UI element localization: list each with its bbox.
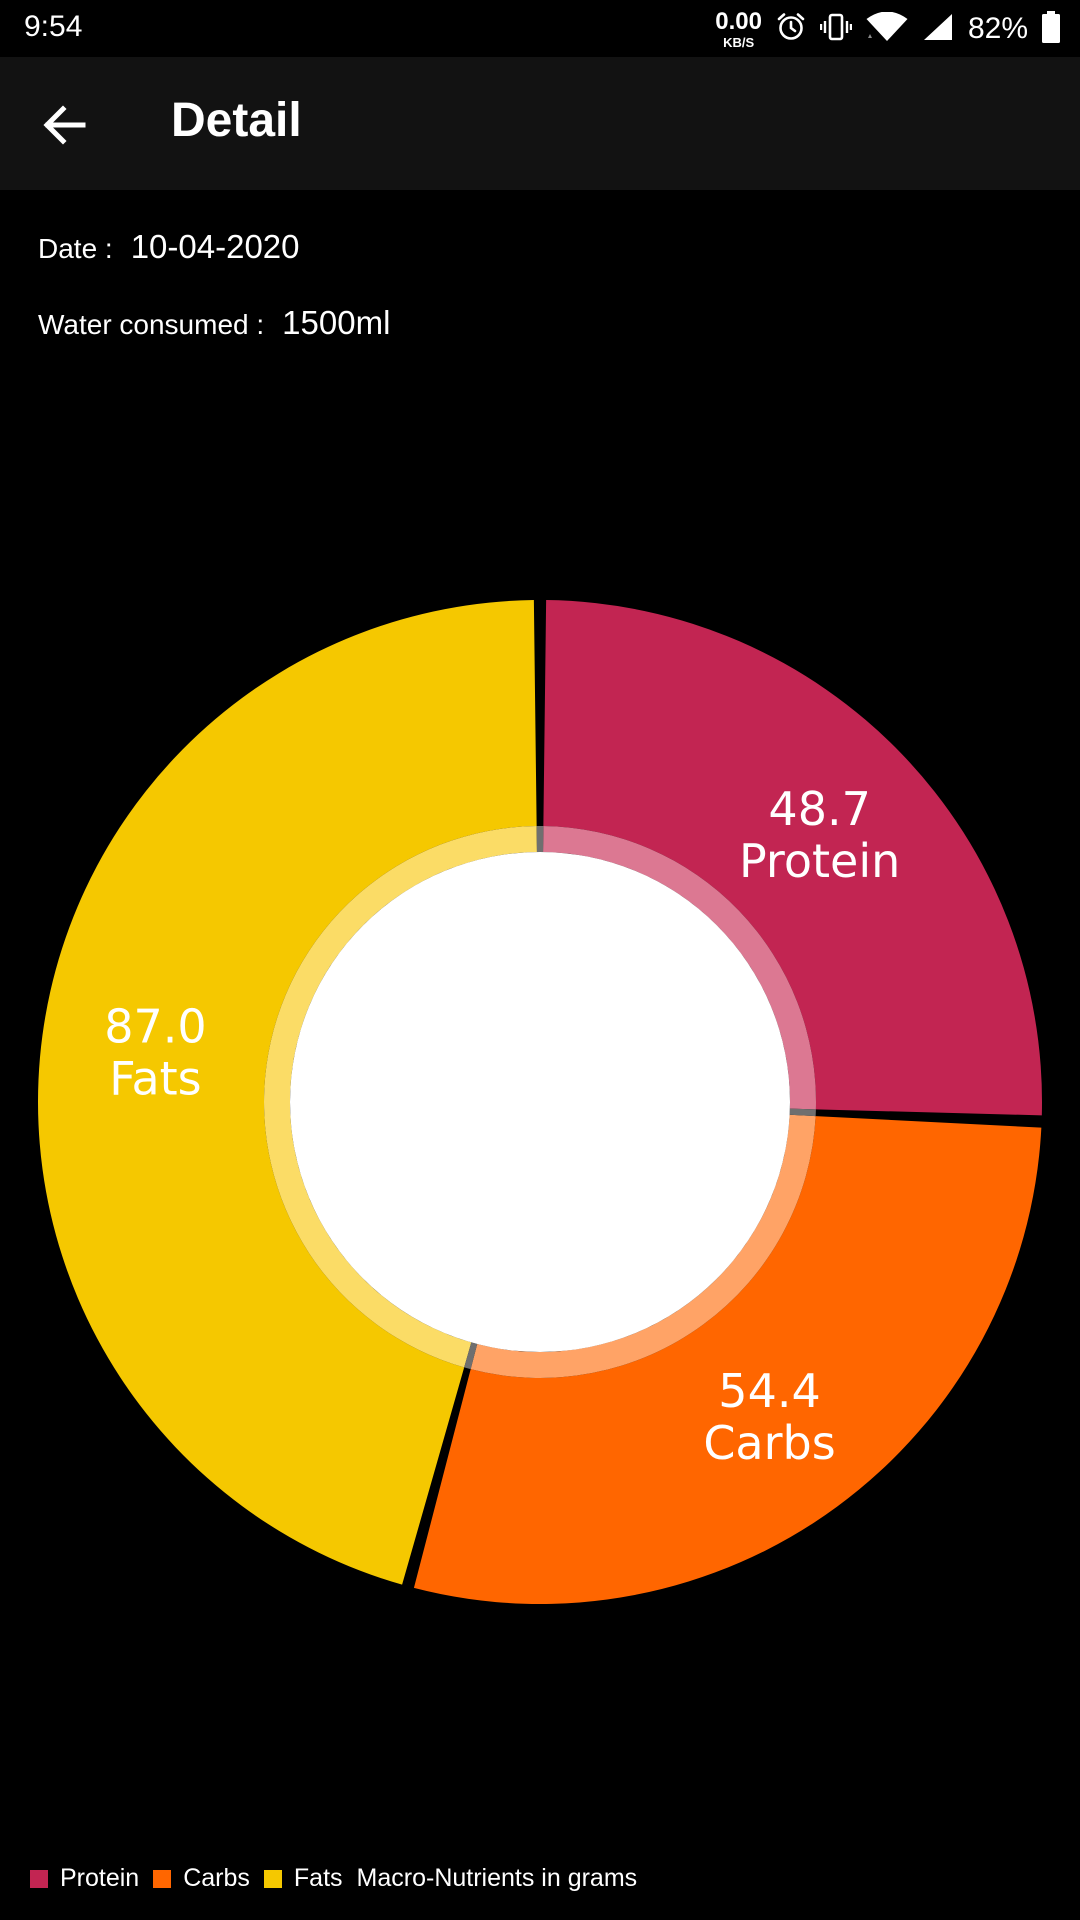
date-row: Date : 10-04-2020 (38, 228, 300, 266)
slice-label-protein: 48.7 Protein (739, 782, 900, 888)
pie-inner-ring-carbs (470, 1114, 816, 1378)
battery-percentage: 82% (967, 12, 1028, 45)
pie-ring-gap (464, 1342, 478, 1370)
slice-value-carbs: 54.4 (718, 1364, 820, 1418)
donut-center (290, 852, 790, 1352)
pie-slice-carbs[interactable] (413, 1116, 1042, 1604)
slice-value-fats: 87.0 (104, 1000, 206, 1054)
network-speed-value: 0.00 (715, 7, 762, 35)
chart-description: Macro-Nutrients in grams (356, 1864, 638, 1892)
pie-ring-gap (789, 1108, 816, 1117)
status-time: 9:54 (24, 10, 83, 43)
page-title: Detail (171, 94, 302, 147)
legend-swatch-protein (30, 1869, 48, 1888)
wifi-icon (866, 11, 908, 47)
slice-category-carbs: Carbs (703, 1416, 835, 1470)
status-bar: 9:54 0.00 KB/S (0, 0, 1080, 57)
legend-swatch-carbs (153, 1869, 172, 1888)
legend-label-protein: Protein (60, 1864, 140, 1892)
alarm-icon (776, 12, 806, 47)
slice-category-protein: Protein (739, 834, 900, 888)
date-label: Date : (38, 233, 113, 264)
water-value: 1500ml (282, 304, 391, 341)
slice-label-fats: 87.0 Fats (104, 1000, 206, 1106)
pie-slice-protein[interactable] (543, 600, 1042, 1116)
pie-inner-ring-fats (264, 826, 537, 1368)
arrow-left-icon (43, 105, 86, 145)
pie-inner-ring-protein (543, 826, 816, 1110)
chart-legend: Protein Carbs Fats Macro-Nutrients in grams (30, 1864, 637, 1893)
water-row: Water consumed : 1500ml (38, 304, 390, 342)
slice-category-fats: Fats (109, 1052, 201, 1106)
battery-icon (1042, 10, 1060, 48)
pie-ring-gap (536, 826, 544, 853)
legend-label-fats: Fats (293, 1864, 343, 1892)
legend-item-protein[interactable]: Protein (30, 1864, 139, 1893)
legend-label-carbs: Carbs (183, 1864, 250, 1892)
network-speed-unit: KB/S (723, 34, 755, 50)
vibrate-icon (819, 12, 853, 47)
signal-icon (922, 12, 954, 47)
macro-nutrients-donut-chart[interactable]: 48.7 Protein 54.4 Carbs 87.0 Fats (0, 560, 1080, 1620)
pie-slice-fats[interactable] (38, 600, 537, 1585)
network-speed: 0.00 KB/S (715, 7, 762, 50)
date-value: 10-04-2020 (130, 228, 300, 265)
back-button[interactable] (28, 89, 100, 161)
slice-label-carbs: 54.4 Carbs (703, 1364, 835, 1470)
legend-swatch-fats (263, 1869, 282, 1888)
slice-value-protein: 48.7 (768, 782, 870, 836)
legend-item-carbs[interactable]: Carbs (153, 1864, 250, 1893)
water-label: Water consumed : (38, 309, 265, 340)
app-bar: Detail (0, 57, 1080, 190)
legend-item-fats[interactable]: Fats (263, 1864, 343, 1893)
status-icons: 0.00 KB/S (715, 6, 1060, 52)
